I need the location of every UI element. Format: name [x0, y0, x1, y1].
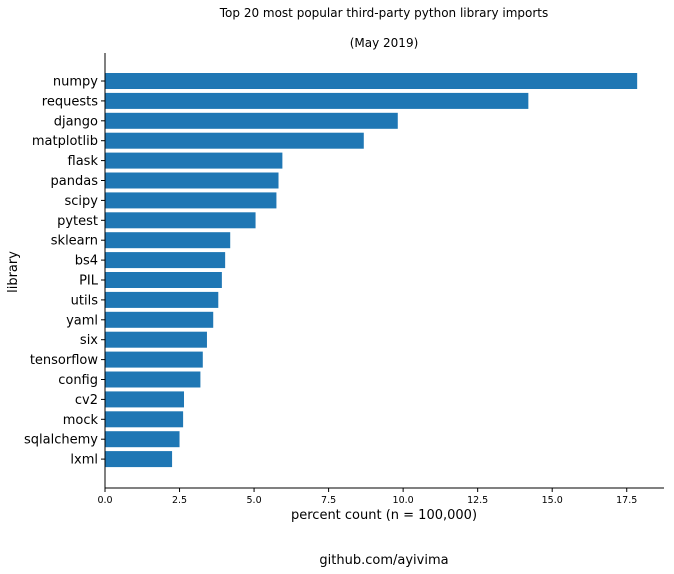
chart-title: Top 20 most popular third-party python l… — [219, 6, 549, 20]
category-label-sklearn: sklearn — [51, 234, 98, 249]
category-label-pil: PIL — [79, 274, 99, 289]
bar-pil — [105, 272, 222, 288]
category-label-scipy: scipy — [65, 194, 99, 209]
y-axis-label: library — [6, 251, 21, 293]
category-label-pytest: pytest — [57, 214, 98, 229]
category-label-config: config — [58, 373, 98, 388]
category-label-tensorflow: tensorflow — [30, 353, 99, 368]
category-label-django: django — [54, 114, 98, 129]
x-tick-label: 2.5 — [172, 495, 187, 506]
x-tick-label: 15.0 — [542, 495, 563, 506]
category-label-utils: utils — [71, 293, 99, 308]
bar-sklearn — [105, 232, 231, 249]
bar-requests — [105, 92, 529, 109]
source-caption: github.com/ayivima — [319, 553, 448, 568]
bar-scipy — [105, 192, 277, 209]
category-label-six: six — [80, 333, 98, 348]
bar-six — [105, 331, 207, 348]
category-label-pandas: pandas — [51, 174, 99, 189]
category-label-lxml: lxml — [70, 453, 98, 468]
category-label-yaml: yaml — [66, 313, 98, 328]
category-label-sqlalchemy: sqlalchemy — [24, 433, 98, 448]
x-tick-label: 0.0 — [97, 495, 112, 506]
category-label-requests: requests — [42, 94, 98, 109]
x-axis-ticks: 0.0 2.5 5.0 7.5 10.0 12.5 15.0 17.5 — [97, 488, 637, 506]
category-label-numpy: numpy — [53, 75, 98, 90]
bar-flask — [105, 152, 283, 169]
bars-group — [105, 73, 638, 468]
bar-pytest — [105, 212, 256, 229]
x-tick-label: 7.5 — [321, 495, 336, 506]
bar-django — [105, 112, 398, 129]
x-axis-label: percent count (n = 100,000) — [291, 508, 477, 523]
chart-subtitle: (May 2019) — [350, 36, 419, 50]
bar-pandas — [105, 172, 279, 189]
bar-numpy — [105, 73, 638, 89]
category-label-bs4: bs4 — [75, 254, 98, 269]
x-tick-label: 10.0 — [393, 495, 414, 506]
category-label-cv2: cv2 — [75, 393, 98, 408]
bar-tensorflow — [105, 351, 203, 368]
bar-config — [105, 371, 201, 388]
category-labels: numpy requests django matplotlib flask pandas… — [24, 75, 105, 468]
bar-bs4 — [105, 252, 226, 269]
x-tick-label: 12.5 — [467, 495, 488, 506]
bar-lxml — [105, 451, 173, 468]
bar-sqlalchemy — [105, 431, 180, 448]
bar-yaml — [105, 311, 214, 328]
category-label-matplotlib: matplotlib — [32, 134, 98, 149]
x-tick-label: 5.0 — [247, 495, 262, 506]
bar-cv2 — [105, 391, 185, 408]
category-label-mock: mock — [63, 413, 99, 428]
bar-mock — [105, 411, 184, 428]
x-tick-label: 17.5 — [616, 495, 637, 506]
category-label-flask: flask — [68, 154, 99, 169]
bar-matplotlib — [105, 132, 364, 149]
bar-utils — [105, 291, 219, 308]
